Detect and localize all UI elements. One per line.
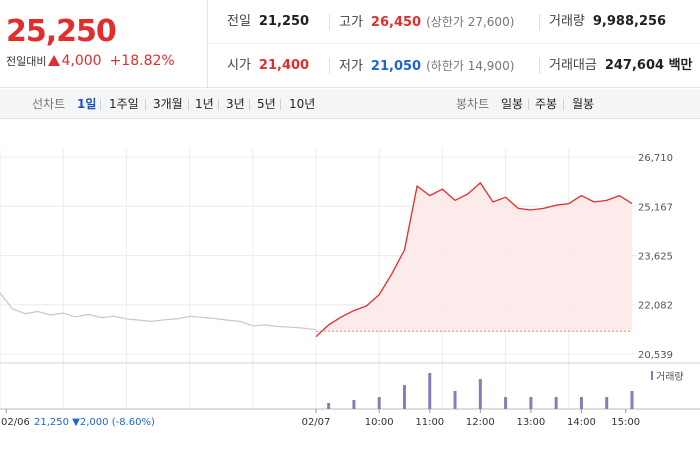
x-tick-label: 13:00 [516, 417, 545, 428]
price-chart[interactable]: 26,710 25,167 23,625 22,082 20,539 거래량 02/06 02… [0, 119, 700, 450]
tab-3-months[interactable]: 3개월 [153, 97, 183, 111]
prev-day-pct: (-8.60%) [112, 417, 155, 428]
change-label: 전일대비 [6, 55, 47, 68]
prev-day-change: 2,000 [80, 417, 112, 428]
stat-low: 저가 21,050 (하한가 14,900) [339, 44, 514, 88]
stat-prev-close: 전일 21,250 [227, 0, 309, 44]
divider [329, 58, 330, 74]
y-tick-label: 20,539 [638, 350, 673, 361]
down-arrow-icon: ▼ [72, 417, 80, 428]
stat-trade-value: 거래대금 247,604 백만 [549, 44, 693, 88]
tab-divider [145, 99, 146, 110]
volume-bar [478, 379, 482, 409]
x-tick-label: 10:00 [365, 417, 394, 428]
stat-high: 고가 26,450 (상한가 27,600) [339, 0, 514, 44]
prev-day-info: 21,250 ▼2,000 (-8.60%) [34, 417, 155, 428]
tab-divider [249, 99, 250, 110]
stat-label: 고가 [339, 15, 363, 30]
chart-lines [0, 181, 633, 338]
x-tick-label: 02/07 [302, 417, 331, 428]
volume-legend-label: 거래량 [656, 371, 684, 383]
tab-weekly-candle[interactable]: 주봉 [535, 97, 558, 111]
volume-bar [327, 403, 331, 409]
volume-bar [453, 391, 457, 409]
stat-label: 저가 [339, 59, 363, 74]
tab-3-years[interactable]: 3년 [226, 97, 245, 111]
y-tick-label: 25,167 [638, 202, 673, 213]
tab-monthly-candle[interactable]: 월봉 [572, 97, 595, 111]
chart-period-bar: 선차트 1일 1주일 3개월 1년 3년 5년 10년 봉차트 일봉 주봉 월봉 [0, 89, 700, 119]
stat-sub: (상한가 27,600) [426, 15, 515, 29]
x-tick-label: 12:00 [466, 417, 495, 428]
price-summary: 25,250 전일대비 4,000 +18.82% [0, 0, 208, 88]
x-tick-label: 14:00 [567, 417, 596, 428]
stat-label: 전일 [227, 14, 251, 29]
stat-label: 거래대금 [549, 58, 597, 73]
tab-divider [100, 99, 101, 110]
prev-day-value: 21,250 [34, 417, 72, 428]
volume-bar [352, 400, 356, 409]
y-tick-label: 22,082 [638, 301, 673, 312]
tab-divider [563, 99, 564, 110]
stat-value: 9,988,256 [592, 14, 667, 29]
tab-1-week[interactable]: 1주일 [109, 97, 139, 111]
stat-value: 21,400 [258, 58, 310, 73]
volume-bars [327, 373, 634, 409]
stat-label: 시가 [227, 58, 251, 73]
volume-bar [605, 397, 609, 409]
x-tick-label: 15:00 [611, 417, 640, 428]
tab-divider [528, 99, 529, 110]
tab-5-years[interactable]: 5년 [257, 97, 276, 111]
tab-daily-candle[interactable]: 일봉 [501, 97, 524, 111]
stat-value: 26,450 [370, 15, 422, 30]
quote-header: 25,250 전일대비 4,000 +18.82% 전일 21,250 고가 26,45… [0, 0, 700, 88]
stat-value: 247,604 백만 [604, 58, 693, 73]
divider [329, 14, 330, 30]
change-percent: +18.82% [109, 53, 175, 69]
chart-area [316, 182, 632, 337]
volume-bar [529, 397, 533, 409]
price-change: 전일대비 4,000 +18.82% [6, 53, 175, 69]
stat-label: 거래량 [549, 14, 585, 29]
stats-panel: 전일 21,250 고가 26,450 (상한가 27,600) 거래량 9,988,2… [209, 0, 700, 88]
line-chart-title: 선차트 [32, 97, 66, 111]
tab-10-years[interactable]: 10년 [289, 97, 316, 111]
candle-chart-title: 봉차트 [456, 97, 490, 111]
stats-row-1: 전일 21,250 고가 26,450 (상한가 27,600) 거래량 9,988,2… [209, 0, 700, 44]
current-price: 25,250 [6, 14, 117, 49]
stats-row-2: 시가 21,400 저가 21,050 (하한가 14,900) 거래대금 247,60… [209, 44, 700, 88]
prev-day-line [0, 292, 317, 331]
today-price-line [315, 181, 633, 338]
divider [539, 58, 540, 74]
chart-labels: 26,710 25,167 23,625 22,082 20,539 거래량 02/06 02… [1, 153, 684, 428]
volume-bar [554, 397, 558, 409]
volume-bar [377, 397, 381, 409]
stat-volume: 거래량 9,988,256 [549, 0, 666, 44]
stat-value: 21,250 [258, 14, 310, 29]
volume-bar [428, 373, 432, 409]
stat-open: 시가 21,400 [227, 44, 309, 88]
change-value: 4,000 [61, 53, 102, 69]
volume-bar [630, 391, 634, 409]
stat-value: 21,050 [370, 59, 422, 74]
y-tick-label: 23,625 [638, 251, 673, 262]
tab-divider [218, 99, 219, 110]
up-arrow-icon [48, 55, 61, 66]
x-tick-label: 02/06 [1, 417, 30, 428]
y-tick-label: 26,710 [638, 153, 673, 164]
tab-divider [188, 99, 189, 110]
x-tick-label: 11:00 [415, 417, 444, 428]
stat-sub: (하한가 14,900) [426, 59, 515, 73]
divider [539, 14, 540, 30]
volume-legend-icon [651, 371, 653, 380]
price-area-fill [316, 182, 632, 337]
volume-bar [504, 397, 508, 409]
tab-1-year[interactable]: 1년 [195, 97, 214, 111]
tab-1-day[interactable]: 1일 [77, 97, 97, 111]
volume-bar [402, 385, 406, 409]
tab-divider [280, 99, 281, 110]
volume-bar [579, 397, 583, 409]
